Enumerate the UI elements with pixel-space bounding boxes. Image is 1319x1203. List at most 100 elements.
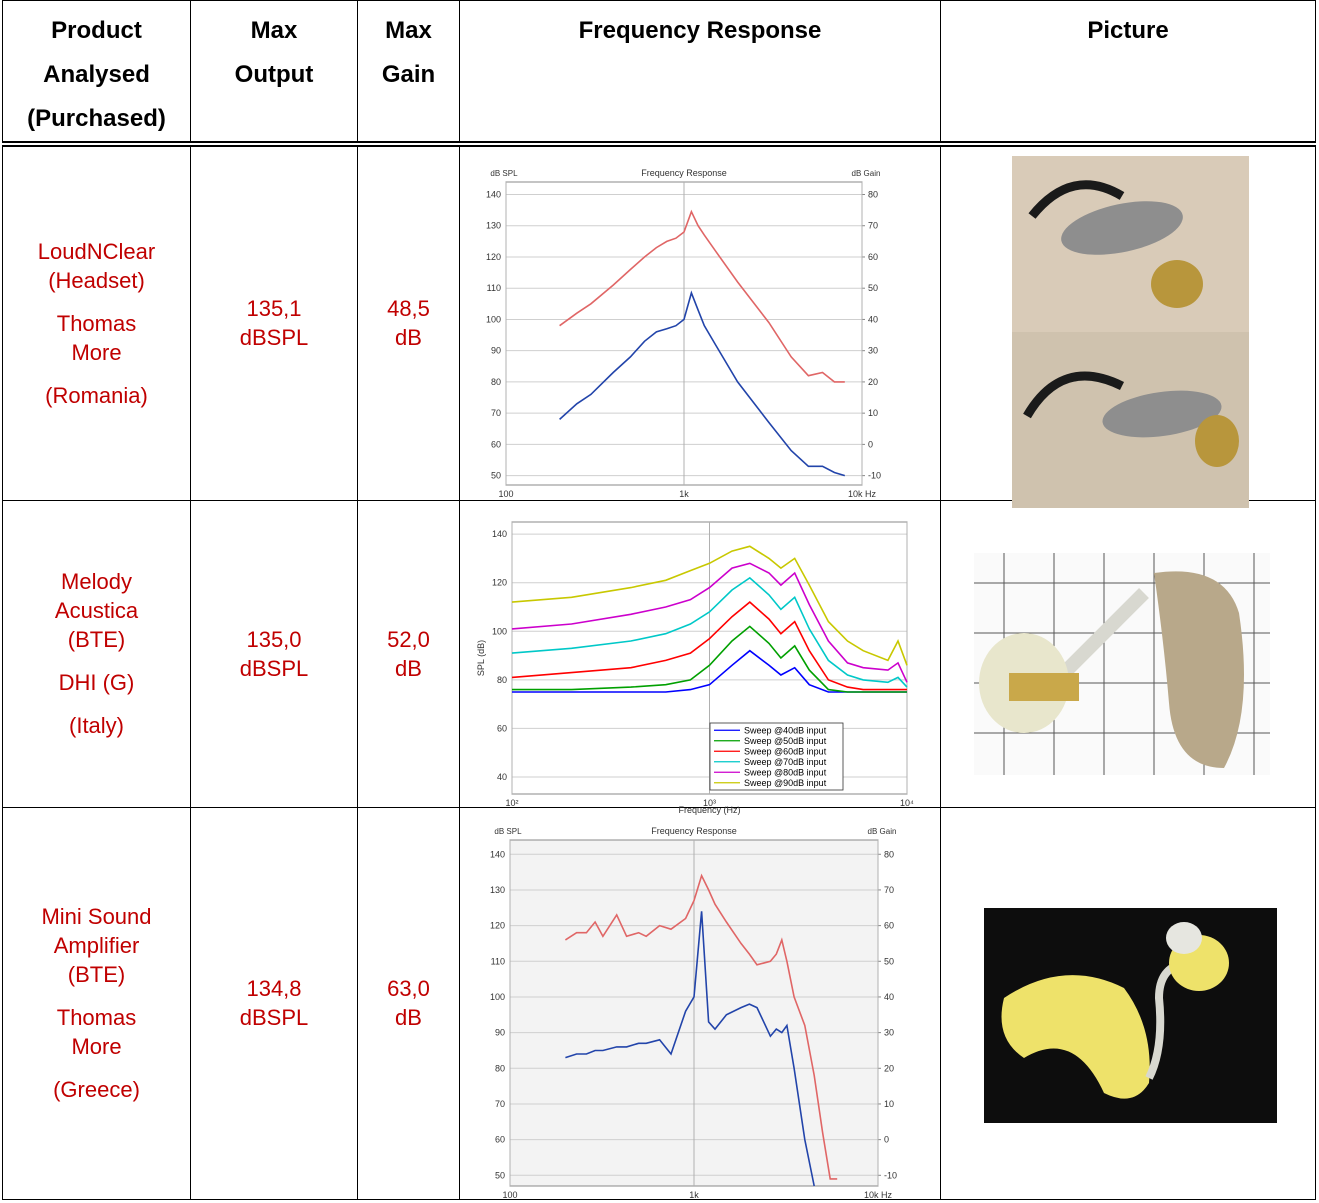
y2-tick-label: 50 [868,283,878,293]
value-text: dB [395,325,422,351]
header-text: Analysed [43,61,150,88]
value-text: 135,0 [246,626,302,652]
product-paragraph: (Greece) [3,1075,190,1104]
product-text: Mini Sound [41,904,152,929]
x-tick-label: 10k Hz [848,489,877,499]
y-tick-label: 110 [491,956,505,966]
series-line [511,576,908,688]
header-cell: Max Gain [357,0,460,147]
y-tick-label: 90 [495,1028,505,1038]
value-text: dB [395,1005,422,1030]
y-tick-label: 40 [497,772,507,782]
y-tick-label: 70 [495,1099,505,1109]
x-tick-label: 10³ [703,798,716,808]
x-tick-label: 100 [502,1190,517,1200]
y2-tick-label: 20 [884,1063,894,1073]
y2-axis-label: dB Gain [868,827,897,836]
y2-tick-label: 70 [868,221,878,231]
photo-bte-yellow [984,908,1277,1123]
y2-tick-label: 30 [868,346,878,356]
y-tick-label: 120 [490,921,505,931]
x-axis-label: Frequency (Hz) [678,805,740,815]
legend-label: Sweep @70dB input [744,757,827,767]
chart-title: Frequency Response [641,168,727,178]
header-text: Max [250,17,298,44]
y2-tick-label: 40 [868,314,878,324]
y-tick-label: 60 [491,439,501,449]
frequency-chart: 50 60 70 80 90 100 110 120 130 140 -10 0 10 20 30 40 50 6… [486,168,881,499]
x-tick-label: 100 [498,489,513,499]
product-text: More [71,339,122,365]
header-text: (Purchased) [27,105,166,132]
value-text: 63,0 [387,976,430,1001]
product-paragraph: Melody Acustica (BTE) [3,567,190,654]
series-line [559,209,845,383]
series-line [559,290,846,477]
series-line [512,625,907,693]
y2-tick-label: 80 [868,189,878,199]
y-axis-label: SPL (dB) [476,640,486,676]
product-text: (Romania) [45,382,148,408]
max-gain-cell: 63,0 dB [357,806,460,1200]
photo-bte-grid [974,553,1270,775]
max-gain-cell: 48,5 dB [357,143,460,501]
value-text: dBSPL [239,655,309,681]
y2-tick-label: 60 [868,252,878,262]
product-text: Melody [61,569,132,594]
value-text: dB [395,655,422,681]
y2-tick-label: 50 [884,956,894,966]
y2-tick-label: -10 [868,471,881,481]
series-line [511,545,908,666]
y-axis-label: dB SPL [490,169,518,178]
product-cell: Mini Sound Amplifier (BTE) Thomas More (Greec… [2,806,191,1200]
y2-tick-label: 10 [884,1099,894,1109]
frequency-chart: 40 60 80 100 120 140 10² 10³ 10⁴ SPL (dB) Frequenc… [476,521,914,815]
value-text: dBSPL [239,1005,309,1030]
x-tick-label: 1k [679,489,689,499]
header-text: Picture [1087,17,1169,44]
product-text: More [71,1034,122,1059]
legend-label: Sweep @80dB input [744,767,827,777]
legend-label: Sweep @40dB input [744,725,827,735]
y2-tick-label: 70 [884,885,894,895]
value-text: 48,5 [387,296,430,322]
series-line [564,873,838,1180]
legend-label: Sweep @60dB input [744,746,827,756]
product-paragraph: Thomas More [3,309,190,367]
y-axis-label: dB SPL [494,827,522,836]
header-text: Frequency Response [578,17,822,44]
product-text: DHI (G) [58,670,135,695]
product-text: (Italy) [69,713,124,738]
frequency-chart: 50 60 70 80 90 100 110 120 130 140 -10 0 10 20 30 40 50 6… [490,826,897,1200]
product-paragraph: DHI (G) [3,668,190,697]
header-cell: Max Output [190,0,358,147]
y2-tick-label: 0 [868,439,873,449]
value-text: 52,0 [387,626,430,652]
y-tick-label: 120 [486,252,501,262]
y-tick-label: 70 [491,408,501,418]
y-tick-label: 100 [490,992,505,1002]
product-paragraph: (Italy) [3,711,190,740]
y2-tick-label: 30 [884,1028,894,1038]
header-row: Product Analysed (Purchased) Max Output Max Ga… [2,0,1316,147]
y-tick-label: 120 [492,578,507,588]
y-tick-label: 60 [495,1135,505,1145]
max-output-cell: 135,0 dBSPL [190,499,358,808]
x-tick-label: 1k [689,1190,699,1200]
y-tick-label: 140 [486,189,501,199]
value-text: dBSPL [239,325,309,351]
y-tick-label: 80 [497,675,507,685]
series-line [511,562,908,683]
photo-headset [1012,156,1249,508]
product-text: Thomas [56,1005,137,1030]
legend-label: Sweep @50dB input [744,736,827,746]
y2-tick-label: 10 [868,408,878,418]
series-line [565,911,815,1187]
product-paragraph: Mini Sound Amplifier (BTE) [3,902,190,989]
legend-box [709,722,844,791]
header-cell: Frequency Response [459,0,941,147]
product-text: LoudNClear [37,238,156,264]
product-text: Acustica [54,598,139,623]
y-tick-label: 140 [492,529,507,539]
y-tick-label: 60 [497,723,507,733]
